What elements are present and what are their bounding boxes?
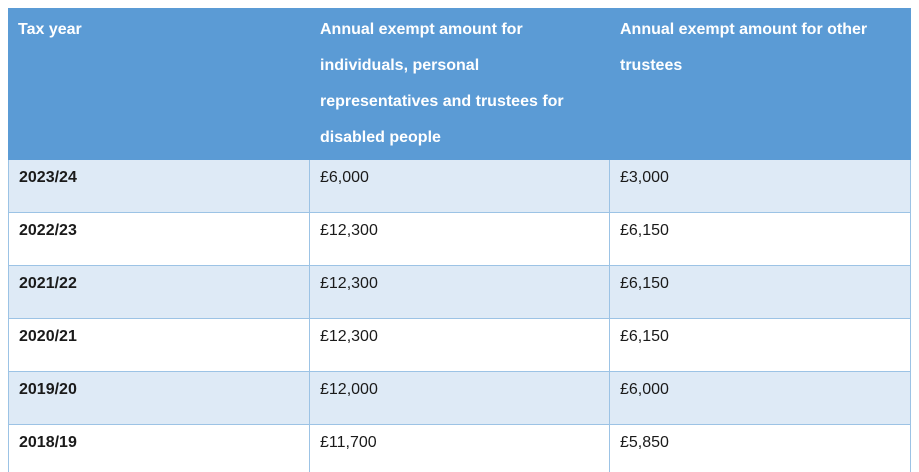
tax-year-cell: 2023/24 bbox=[8, 160, 310, 213]
other-trustees-amount-cell: £5,850 bbox=[610, 425, 911, 472]
other-trustees-amount-cell: £6,150 bbox=[610, 319, 911, 372]
other-trustees-amount-cell: £3,000 bbox=[610, 160, 911, 213]
individual-amount-cell: £6,000 bbox=[310, 160, 610, 213]
table-row: 2021/22 £12,300 £6,150 bbox=[8, 266, 911, 319]
tax-year-cell: 2022/23 bbox=[8, 213, 310, 266]
table-row: 2023/24 £6,000 £3,000 bbox=[8, 160, 911, 213]
tax-year-cell: 2021/22 bbox=[8, 266, 310, 319]
other-trustees-amount-cell: £6,150 bbox=[610, 213, 911, 266]
table-row: 2022/23 £12,300 £6,150 bbox=[8, 213, 911, 266]
other-trustees-amount-cell: £6,150 bbox=[610, 266, 911, 319]
individual-amount-cell: £12,300 bbox=[310, 319, 610, 372]
header-row: Tax year Annual exempt amount for indivi… bbox=[8, 8, 911, 160]
individual-amount-cell: £11,700 bbox=[310, 425, 610, 472]
annual-exempt-amount-table: Tax year Annual exempt amount for indivi… bbox=[8, 8, 911, 472]
individual-amount-cell: £12,000 bbox=[310, 372, 610, 425]
tax-year-cell: 2020/21 bbox=[8, 319, 310, 372]
header-other-trustees-amount: Annual exempt amount for other trustees bbox=[610, 8, 911, 160]
other-trustees-amount-cell: £6,000 bbox=[610, 372, 911, 425]
table-row: 2019/20 £12,000 £6,000 bbox=[8, 372, 911, 425]
table-row: 2018/19 £11,700 £5,850 bbox=[8, 425, 911, 472]
individual-amount-cell: £12,300 bbox=[310, 266, 610, 319]
header-tax-year: Tax year bbox=[8, 8, 310, 160]
header-individuals-amount: Annual exempt amount for individuals, pe… bbox=[310, 8, 610, 160]
table-row: 2020/21 £12,300 £6,150 bbox=[8, 319, 911, 372]
tax-year-cell: 2018/19 bbox=[8, 425, 310, 472]
tax-year-cell: 2019/20 bbox=[8, 372, 310, 425]
individual-amount-cell: £12,300 bbox=[310, 213, 610, 266]
